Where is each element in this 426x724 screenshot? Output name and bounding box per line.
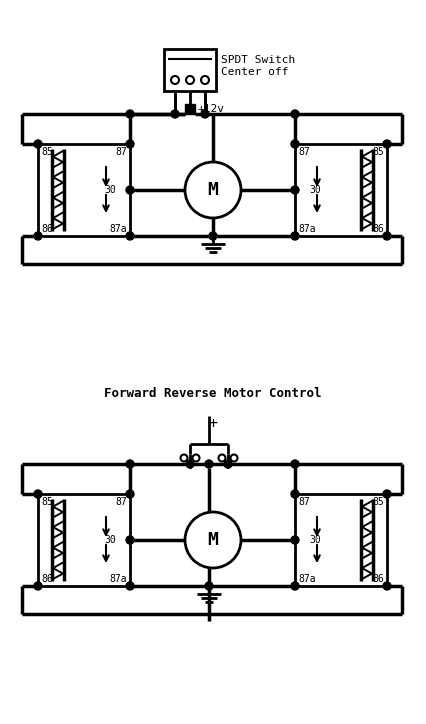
Text: 87a: 87a bbox=[297, 224, 315, 234]
Bar bbox=[164, 49, 216, 91]
Text: 87a: 87a bbox=[109, 574, 127, 584]
Text: 30: 30 bbox=[104, 535, 115, 545]
Circle shape bbox=[218, 455, 225, 461]
Circle shape bbox=[34, 490, 42, 498]
Circle shape bbox=[208, 232, 216, 240]
Text: 87a: 87a bbox=[297, 574, 315, 584]
Circle shape bbox=[290, 490, 298, 498]
Circle shape bbox=[186, 460, 193, 468]
Circle shape bbox=[170, 76, 178, 84]
Circle shape bbox=[126, 232, 134, 240]
Circle shape bbox=[126, 140, 134, 148]
Circle shape bbox=[180, 455, 187, 461]
Circle shape bbox=[170, 110, 178, 118]
Circle shape bbox=[290, 536, 298, 544]
Circle shape bbox=[382, 490, 390, 498]
Text: Center off: Center off bbox=[221, 67, 288, 77]
Circle shape bbox=[126, 582, 134, 590]
Bar bbox=[38, 494, 130, 586]
Bar bbox=[294, 144, 386, 236]
Text: M: M bbox=[207, 181, 218, 199]
Text: 86: 86 bbox=[371, 224, 383, 234]
Circle shape bbox=[204, 582, 213, 590]
Text: 87: 87 bbox=[297, 147, 309, 157]
Text: +12v: +12v bbox=[198, 104, 225, 114]
Circle shape bbox=[184, 162, 240, 218]
Text: 30: 30 bbox=[308, 185, 320, 195]
Text: 87a: 87a bbox=[109, 224, 127, 234]
Circle shape bbox=[290, 140, 298, 148]
Text: 85: 85 bbox=[41, 147, 53, 157]
Circle shape bbox=[126, 490, 134, 498]
Text: 86: 86 bbox=[41, 574, 53, 584]
Circle shape bbox=[34, 232, 42, 240]
Text: 85: 85 bbox=[41, 497, 53, 507]
Circle shape bbox=[382, 582, 390, 590]
Circle shape bbox=[184, 512, 240, 568]
Circle shape bbox=[382, 232, 390, 240]
Circle shape bbox=[230, 455, 237, 461]
Circle shape bbox=[192, 455, 199, 461]
Circle shape bbox=[290, 582, 298, 590]
Text: 85: 85 bbox=[371, 147, 383, 157]
Circle shape bbox=[290, 186, 298, 194]
Text: 30: 30 bbox=[104, 185, 115, 195]
Bar bbox=[294, 494, 386, 586]
Circle shape bbox=[290, 460, 298, 468]
Text: 86: 86 bbox=[41, 224, 53, 234]
Text: 85: 85 bbox=[371, 497, 383, 507]
Circle shape bbox=[126, 186, 134, 194]
Circle shape bbox=[201, 110, 208, 118]
Text: 86: 86 bbox=[371, 574, 383, 584]
Circle shape bbox=[126, 536, 134, 544]
Circle shape bbox=[382, 140, 390, 148]
Circle shape bbox=[126, 110, 134, 118]
Bar bbox=[38, 144, 130, 236]
Text: 30: 30 bbox=[308, 535, 320, 545]
Circle shape bbox=[201, 76, 208, 84]
Circle shape bbox=[126, 460, 134, 468]
Text: Forward Reverse Motor Control: Forward Reverse Motor Control bbox=[104, 387, 321, 400]
Text: 87: 87 bbox=[115, 497, 127, 507]
Text: SPDT Switch: SPDT Switch bbox=[221, 55, 294, 65]
Text: +: + bbox=[208, 416, 217, 432]
Text: 87: 87 bbox=[297, 497, 309, 507]
Circle shape bbox=[34, 140, 42, 148]
Circle shape bbox=[204, 460, 213, 468]
Circle shape bbox=[34, 582, 42, 590]
Text: M: M bbox=[207, 531, 218, 549]
Circle shape bbox=[290, 110, 298, 118]
Bar bbox=[184, 104, 195, 114]
Circle shape bbox=[224, 460, 231, 468]
Circle shape bbox=[186, 76, 193, 84]
Text: 87: 87 bbox=[115, 147, 127, 157]
Circle shape bbox=[290, 232, 298, 240]
